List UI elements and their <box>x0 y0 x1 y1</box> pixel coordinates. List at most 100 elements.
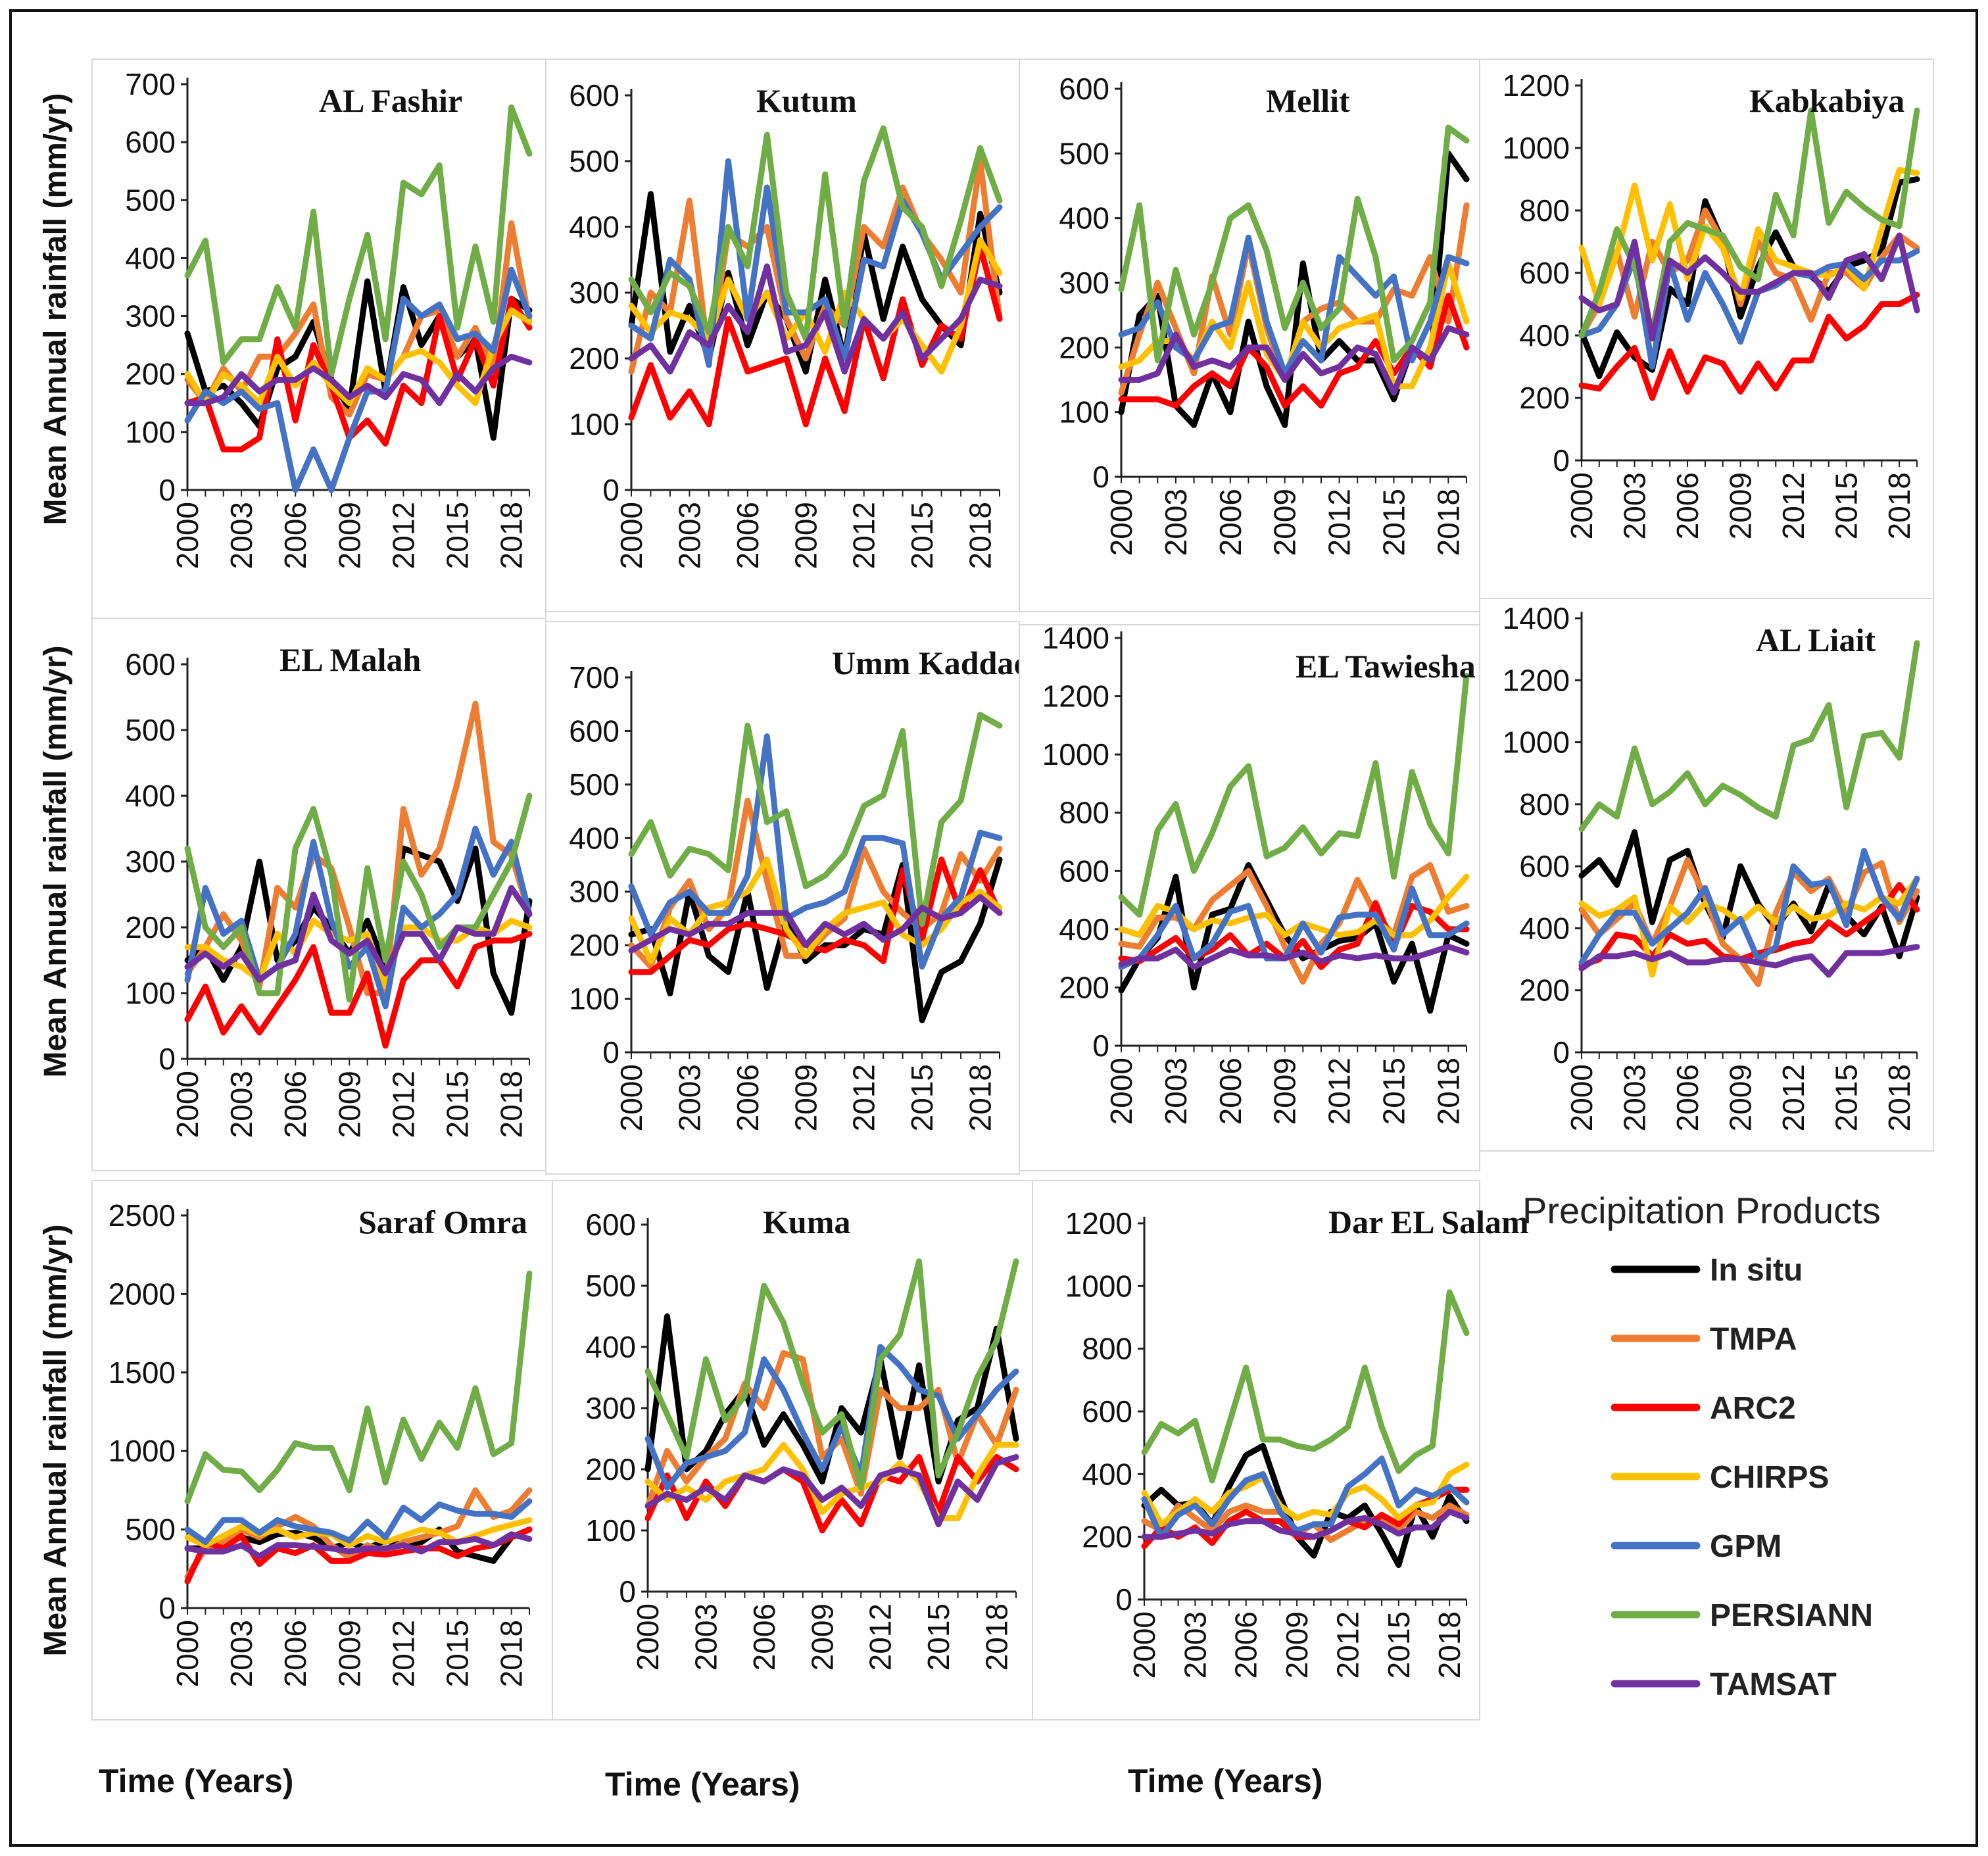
series-line-arc2 <box>628 243 1003 427</box>
x-tick-label: 2003 <box>1159 489 1193 556</box>
chart-title: EL Tawiesha <box>1296 648 1476 685</box>
legend-label: TAMSAT <box>1710 1667 1837 1702</box>
x-axis-label-1: Time (Years) <box>99 1763 293 1799</box>
x-tick-label: 2000 <box>1104 1058 1138 1125</box>
series-line-tamsat <box>184 1531 533 1559</box>
x-tick-label: 2006 <box>747 1603 781 1671</box>
x-tick-label: 2012 <box>386 1620 420 1687</box>
x-tick-label: 2009 <box>1268 1058 1302 1125</box>
series-line-arc2 <box>628 856 1003 975</box>
y-tick-label: 800 <box>1519 193 1570 228</box>
y-tick-label: 100 <box>125 415 176 449</box>
y-tick-label: 1200 <box>1503 663 1570 697</box>
x-tick-label: 2006 <box>1213 1058 1248 1125</box>
x-tick-label: 2018 <box>495 1620 529 1687</box>
x-tick-label: 2000 <box>170 1071 205 1138</box>
chart-5: 0 100 200 300 400 500 600 2000 2003 2006 2009 2012 2… <box>91 618 546 1171</box>
x-tick-label: 2006 <box>1229 1611 1263 1678</box>
series-line-persiann <box>628 712 1003 927</box>
x-tick-label: 2009 <box>1724 1064 1758 1131</box>
x-axis-label-3: Time (Years) <box>1128 1763 1322 1799</box>
y-axis-label-row1: Mean Annual rainfall (mm/yr) <box>38 93 73 525</box>
legend: Precipitation Products In situ TMPA ARC2 CH… <box>1522 1190 1881 1702</box>
y-tick-label: 200 <box>585 1452 636 1486</box>
y-tick-label: 100 <box>569 407 619 441</box>
x-tick-label: 2012 <box>1776 472 1810 539</box>
y-tick-label: 500 <box>569 144 619 178</box>
panel-background <box>91 618 546 1171</box>
x-tick-label: 2015 <box>441 502 475 569</box>
y-tick-label: 1400 <box>1042 621 1109 655</box>
y-tick-label: 600 <box>1082 1394 1132 1429</box>
series-line-arc2 <box>184 931 533 1049</box>
x-tick-label: 2009 <box>788 502 823 569</box>
series-line-persiann <box>184 104 533 378</box>
series-line-persiann <box>628 125 1003 342</box>
series-line-gpm <box>184 266 533 493</box>
y-tick-label: 600 <box>125 125 176 159</box>
x-tick-label: 2018 <box>1432 1611 1467 1678</box>
series-line-chirps <box>184 307 533 406</box>
x-tick-label: 2003 <box>689 1603 723 1671</box>
x-tick-label: 2012 <box>1322 1058 1357 1125</box>
x-tick-label: 2012 <box>847 1064 881 1131</box>
chart-11: 0 200 400 600 800 1000 1200 2000 2003 2006 2009 201… <box>1032 1180 1529 1721</box>
series-line-tamsat <box>1578 944 1920 978</box>
series-line-gpm <box>1118 885 1470 970</box>
legend-item-in-situ: In situ <box>1611 1253 1803 1288</box>
x-tick-label: 2009 <box>332 1620 366 1687</box>
x-tick-label: 2000 <box>1104 489 1138 556</box>
y-tick-label: 700 <box>569 660 619 695</box>
series-line-chirps <box>1141 1461 1470 1528</box>
x-tick-label: 2003 <box>672 1064 706 1131</box>
y-tick-label: 200 <box>125 357 176 391</box>
series-line-persiann <box>1118 673 1470 918</box>
y-tick-label: 800 <box>1059 796 1109 830</box>
series-line-gpm <box>184 1498 533 1546</box>
y-tick-label: 300 <box>569 875 619 909</box>
x-tick-label: 2000 <box>1564 472 1599 539</box>
y-tick-label: 500 <box>125 713 176 747</box>
series-line-persiann <box>184 793 533 1003</box>
x-tick-label: 2012 <box>1322 489 1357 556</box>
y-tick-label: 200 <box>569 928 619 962</box>
series-line-persiann <box>1578 107 1920 339</box>
chart-8: 0 200 400 600 800 1000 1200 1400 2000 2003 2006 200… <box>1479 598 1934 1152</box>
series-line-persiann <box>184 1270 533 1505</box>
x-tick-label: 2015 <box>1376 1058 1411 1125</box>
y-tick-label: 1000 <box>1503 131 1570 165</box>
series-line-tamsat <box>184 885 533 983</box>
x-tick-label: 2009 <box>805 1603 839 1671</box>
legend-label: In situ <box>1710 1253 1803 1288</box>
legend-item-tamsat: TAMSAT <box>1611 1667 1837 1702</box>
y-tick-label: 200 <box>1059 330 1109 364</box>
y-tick-label: 600 <box>125 647 176 681</box>
x-tick-label: 2018 <box>495 1071 529 1138</box>
legend-title: Precipitation Products <box>1522 1190 1881 1231</box>
x-tick-label: 2015 <box>1376 489 1411 556</box>
x-tick-label: 2009 <box>1280 1611 1314 1678</box>
x-tick-label: 2018 <box>963 1064 998 1131</box>
series-line-tamsat <box>1118 943 1470 970</box>
x-tick-label: 2003 <box>1159 1058 1193 1125</box>
x-tick-label: 2009 <box>788 1064 823 1131</box>
y-tick-label: 600 <box>1519 849 1570 883</box>
y-tick-label: 400 <box>569 821 619 855</box>
y-tick-label: 0 <box>1553 1035 1570 1069</box>
legend-label: TMPA <box>1710 1322 1797 1357</box>
y-tick-label: 200 <box>125 910 176 944</box>
chart-title: Umm Kaddad <box>832 645 1032 681</box>
series-line-gpm <box>644 1344 1019 1491</box>
y-tick-label: 800 <box>1082 1332 1132 1366</box>
series-line-persiann <box>1578 640 1920 833</box>
series-line-chirps <box>1578 166 1920 307</box>
y-axis-label-row2: Mean Annual rainfall (mm/yr) <box>38 646 73 1078</box>
y-tick-label: 200 <box>1519 381 1570 415</box>
x-tick-label: 2003 <box>1178 1611 1212 1678</box>
y-tick-label: 0 <box>602 1035 619 1069</box>
chart-6: 0 100 200 300 400 500 600 700 2000 2003 2006 2009 20… <box>545 621 1032 1175</box>
x-tick-label: 2012 <box>863 1603 898 1671</box>
y-tick-label: 0 <box>602 473 619 507</box>
x-tick-label: 2009 <box>1724 472 1758 539</box>
